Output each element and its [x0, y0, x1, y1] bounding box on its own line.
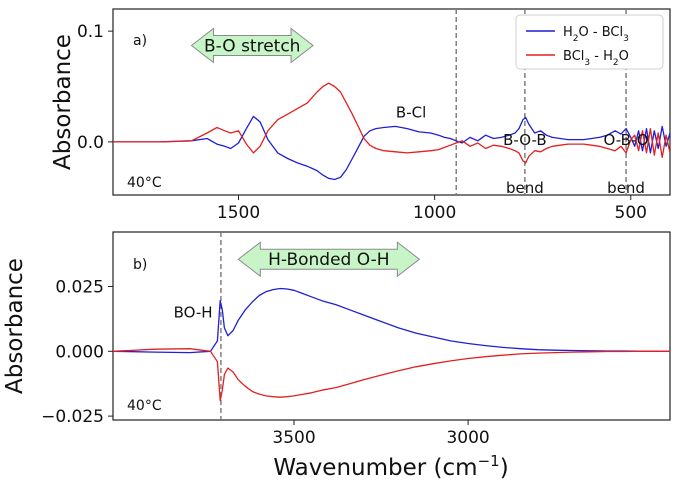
- panel-a-y-label: Absorbance: [50, 34, 76, 170]
- panel-b-banner: H-Bonded O-H: [237, 241, 421, 278]
- panel-a-letter: a): [133, 33, 147, 49]
- annotation-label: BO-H: [174, 304, 213, 322]
- banner-label: B-O stretch: [204, 37, 300, 57]
- series-line-2: [113, 348, 670, 402]
- panel-a-x-ticks: 1500 1000 500: [217, 195, 647, 223]
- panel-a-dashed-lines: [455, 9, 627, 195]
- annotation-label: B-Cl: [396, 104, 426, 122]
- annotation-label: O-B-O: [604, 131, 649, 149]
- y-tick-label: 0.025: [55, 277, 104, 297]
- x-tick-label: 1000: [413, 203, 456, 223]
- x-axis-label: Wavenumber (cm−1): [273, 452, 508, 481]
- legend-entry-1: H2O - BCl3: [563, 25, 629, 44]
- x-tick-label: 3500: [272, 428, 315, 448]
- panel-b-series: [113, 287, 670, 402]
- panel-a-y-ticks: 0.0 0.1: [77, 22, 113, 153]
- panel-b-frame: [112, 231, 671, 421]
- panel-b-letter: b): [133, 257, 147, 273]
- annotation-label: bend: [607, 179, 645, 197]
- panel-a-temperature: 40°C: [127, 175, 162, 191]
- panel-b-y-ticks: −0.025 0.000 0.025: [41, 277, 113, 427]
- panel-b-annotations: BO-H: [174, 304, 213, 322]
- panel-a-series: [113, 82, 670, 181]
- y-tick-label: 0.000: [55, 342, 104, 362]
- panel-b-x-ticks: 3500 3000: [272, 420, 490, 448]
- banner-label: H-Bonded O-H: [268, 250, 389, 270]
- x-tick-label: 1500: [217, 203, 260, 223]
- legend-entry-2: BCl3 - H2O: [563, 49, 629, 68]
- banner-arrow: [237, 241, 421, 278]
- panel-b-y-label: Absorbance: [2, 258, 28, 394]
- y-tick-label: −0.025: [41, 407, 104, 427]
- x-tick-label: 500: [615, 203, 647, 223]
- annotation-label: B-O-B: [503, 131, 547, 149]
- panel-a-annotations: B-Cl B-O-B bend O-B-O bend: [396, 104, 649, 197]
- banner-arrow: [190, 27, 314, 64]
- series-line-2: [113, 82, 670, 164]
- series-line-1: [113, 287, 670, 354]
- panel-a-frame: [112, 8, 671, 196]
- panel-b: 3500 3000 −0.025 0.000 0.025 H-Bonded O-H B…: [2, 231, 671, 481]
- y-tick-label: 0.0: [77, 133, 104, 153]
- annotation-label: bend: [506, 179, 544, 197]
- panel-a-banner: B-O stretch: [190, 27, 314, 64]
- x-tick-label: 3000: [446, 428, 489, 448]
- y-tick-label: 0.1: [77, 22, 104, 42]
- series-line-1: [113, 115, 670, 181]
- panel-b-temperature: 40°C: [127, 398, 162, 414]
- panel-a: 1500 1000 500 0.0 0.1 B-O stretch B-Cl B-O-B…: [50, 8, 671, 223]
- legend: H2O - BCl3 BCl3 - H2O: [515, 14, 664, 70]
